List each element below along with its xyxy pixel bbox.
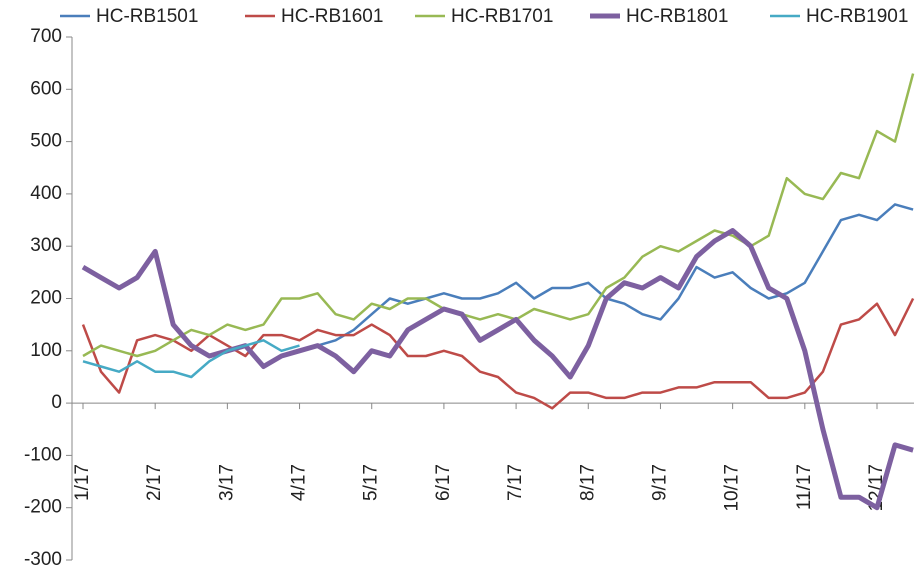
y-tick-label: 400 [30, 183, 62, 204]
legend-label: HC-RB1501 [96, 6, 198, 27]
x-tick-label: 6/17 [433, 464, 454, 501]
x-tick-label: 11/17 [794, 464, 815, 510]
x-tick-label: 1/17 [72, 464, 93, 501]
series-line [299, 203, 914, 353]
x-tick-label: 8/17 [577, 464, 598, 501]
y-tick-label: 100 [30, 340, 62, 361]
y-tick-label: 700 [30, 26, 62, 47]
x-tick-label: 5/17 [361, 464, 382, 501]
legend-label: HC-RB1901 [806, 6, 908, 27]
y-tick-label: 200 [30, 288, 62, 309]
series-line [81, 297, 915, 410]
y-tick-label: -300 [24, 549, 62, 570]
series-line [82, 339, 300, 379]
x-tick-label: 3/17 [216, 464, 237, 501]
y-tick-label: -100 [24, 444, 62, 465]
y-tick-label: 0 [51, 392, 62, 413]
legend-label: HC-RB1801 [626, 6, 728, 27]
legend-label: HC-RB1701 [451, 6, 553, 27]
x-tick-label: 4/17 [289, 464, 310, 501]
series-line [82, 73, 915, 358]
x-tick-label: 2/17 [144, 464, 165, 501]
legend-label: HC-RB1601 [281, 6, 383, 27]
x-tick-label: 10/17 [722, 464, 743, 512]
series-line [81, 228, 914, 511]
x-tick-label: 9/17 [649, 464, 670, 501]
y-tick-label: 500 [30, 131, 62, 152]
y-tick-label: -200 [24, 497, 62, 518]
x-tick-label: 7/17 [505, 464, 526, 501]
y-tick-label: 600 [30, 78, 62, 99]
y-tick-label: 300 [30, 235, 62, 256]
